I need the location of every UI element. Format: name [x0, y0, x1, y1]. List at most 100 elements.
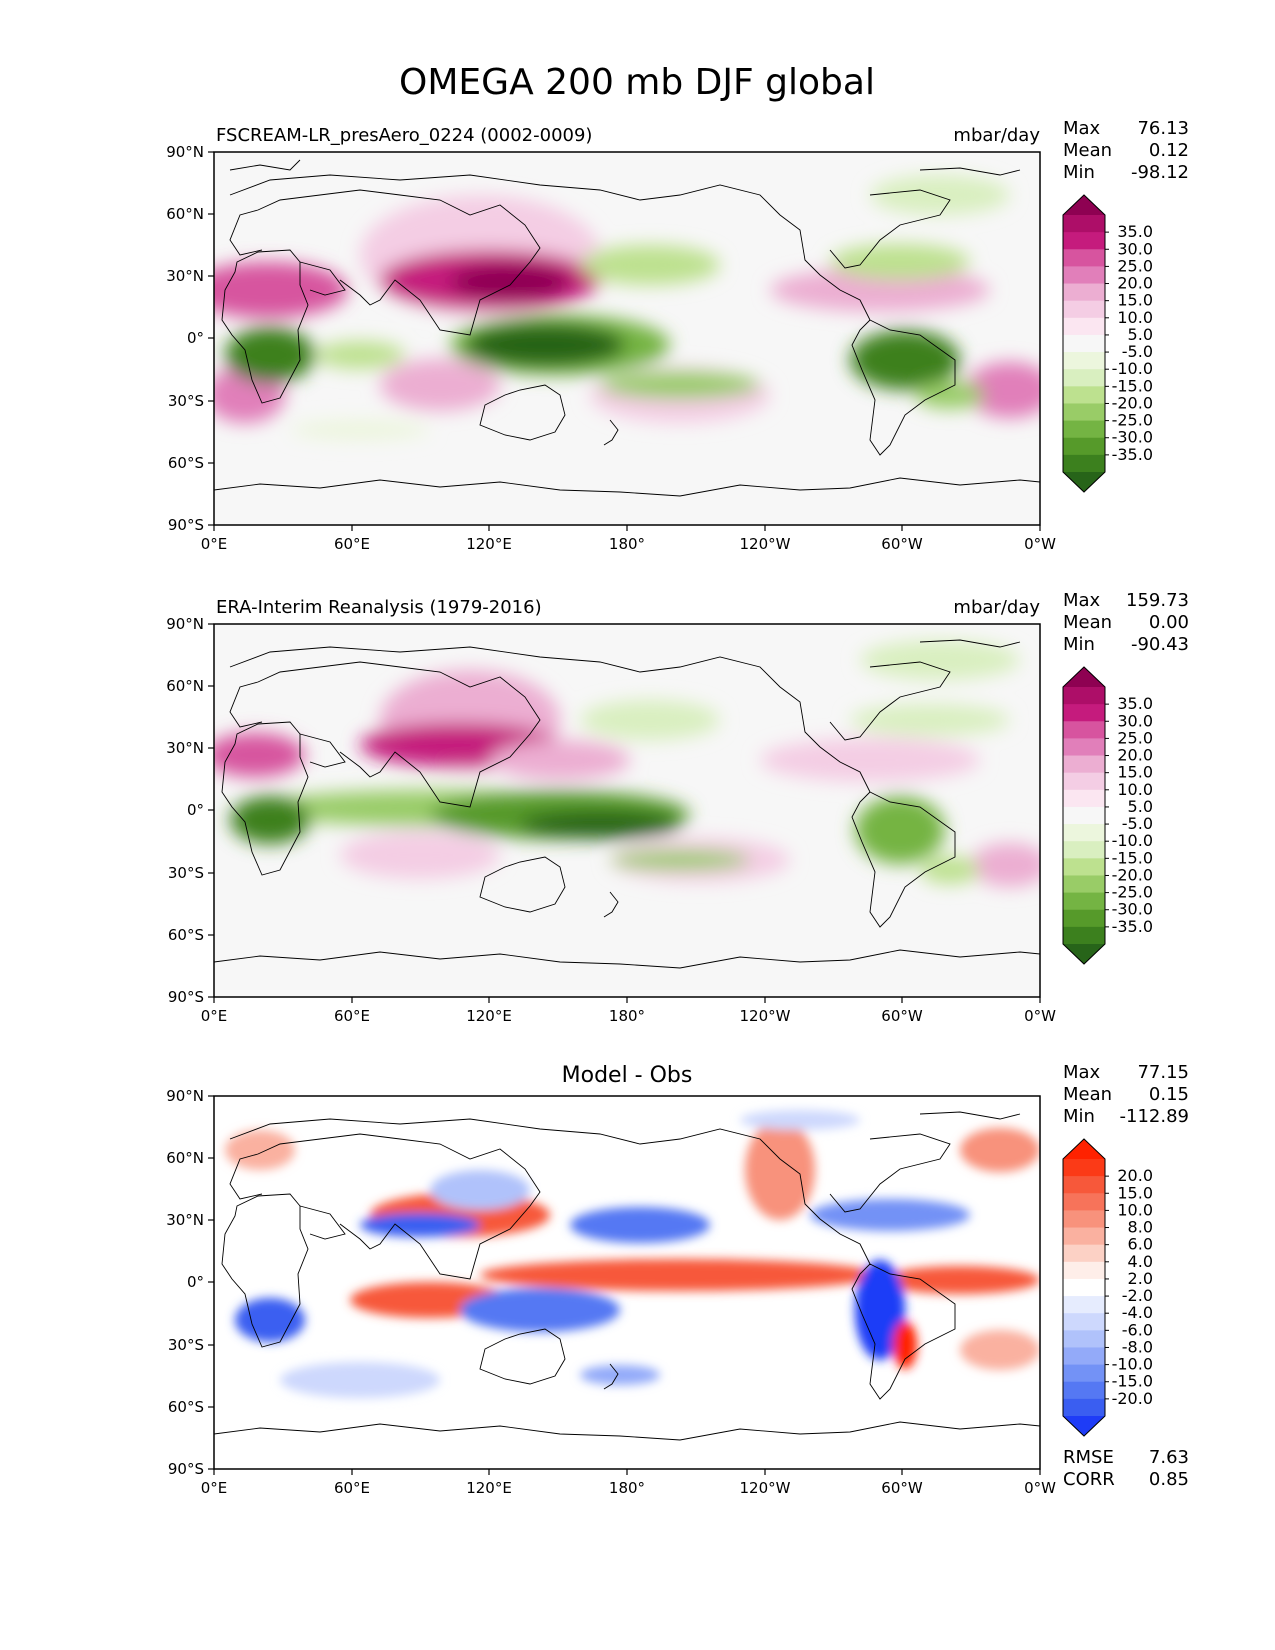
- lon-tick: 60°W: [881, 1479, 923, 1497]
- lat-tick: 60°N: [166, 205, 204, 223]
- map-frame: [208, 623, 1041, 1003]
- colorbar-outline: [1062, 1138, 1106, 1437]
- colorbar-label: -25.0: [1112, 883, 1153, 902]
- lon-tick: 0°W: [1024, 1007, 1056, 1025]
- colorbar-swatch: [1063, 300, 1105, 319]
- colorbar-swatch: [1063, 1227, 1105, 1246]
- lon-tick: 60°W: [881, 535, 923, 553]
- colorbar-swatch: [1063, 704, 1105, 722]
- stat-min-value: -90.43: [1131, 634, 1189, 655]
- colorbar-label: 20.0: [1117, 746, 1153, 765]
- stat-min-value: -112.89: [1120, 1106, 1189, 1127]
- colorbar-swatch: [1063, 824, 1105, 842]
- stat-max-value: 77.15: [1137, 1062, 1189, 1083]
- colorbar-label: 35.0: [1117, 694, 1153, 713]
- stat-max-value: 159.73: [1126, 590, 1189, 611]
- lat-tick: 0°: [187, 1273, 204, 1291]
- panel-model: FSCREAM-LR_presAero_0224 (0002-0009) mba…: [166, 118, 1189, 553]
- lon-tick: 0°W: [1024, 1479, 1056, 1497]
- colorbar-label: -10.0: [1112, 831, 1153, 850]
- colorbar-swatch: [1063, 386, 1105, 404]
- stat-corr-value: 0.85: [1149, 1469, 1189, 1490]
- colorbar-extend-max: [1063, 667, 1105, 687]
- lon-tick-labels: 0°E 60°E 120°E 180° 120°W 60°W 0°W: [201, 1007, 1056, 1025]
- lat-tick: 90°N: [166, 1087, 204, 1105]
- stat-mean-label: Mean: [1063, 1084, 1112, 1105]
- lat-tick: 60°N: [166, 677, 204, 695]
- colorbar-label: 6.0: [1128, 1235, 1153, 1254]
- lon-tick: 60°E: [334, 1479, 370, 1497]
- colorbar-label: -20.0: [1112, 393, 1153, 412]
- colorbar-swatch: [1063, 687, 1105, 705]
- lat-tick: 60°S: [168, 1398, 204, 1416]
- colorbar-swatch: [1063, 317, 1105, 336]
- stat-max-label: Max: [1063, 590, 1101, 611]
- stat-min-value: -98.12: [1131, 162, 1189, 183]
- colorbar-label: -35.0: [1112, 445, 1153, 464]
- colorbar-extend-min: [1063, 944, 1105, 964]
- lon-tick: 0°E: [201, 1007, 228, 1025]
- colorbar-label: 2.0: [1128, 1269, 1153, 1288]
- stat-mean-label: Mean: [1063, 612, 1112, 633]
- colorbar-extend-min: [1063, 1416, 1105, 1436]
- lon-tick: 180°: [609, 1007, 645, 1025]
- colorbar-label: -10.0: [1112, 359, 1153, 378]
- colorbar-swatch: [1063, 892, 1105, 911]
- lat-tick: 90°S: [168, 1460, 204, 1478]
- colorbar-swatch: [1063, 1398, 1105, 1417]
- lon-tick: 60°E: [334, 1007, 370, 1025]
- stat-min-label: Min: [1063, 162, 1095, 183]
- panel-title: ERA-Interim Reanalysis (1979-2016): [216, 597, 542, 618]
- lon-tick-labels: 0°E 60°E 120°E 180° 120°W 60°W 0°W: [201, 1479, 1056, 1497]
- colorbar-label: -25.0: [1112, 411, 1153, 430]
- lat-tick: 30°S: [168, 1336, 204, 1354]
- colorbar-swatch: [1063, 772, 1105, 791]
- colorbar-label: -15.0: [1112, 848, 1153, 867]
- panel-units: mbar/day: [953, 125, 1040, 146]
- stat-mean-value: 0.12: [1149, 140, 1189, 161]
- colorbar-label: -6.0: [1122, 1320, 1153, 1339]
- stat-mean-value: 0.00: [1149, 612, 1189, 633]
- colorbar: 35.030.025.020.015.010.05.0-5.0-10.0-15.…: [1062, 666, 1153, 965]
- lon-tick-labels: 0°E 60°E 120°E 180° 120°W 60°W 0°W: [201, 535, 1056, 553]
- panel-diff: Model - Obs Max 77.15 Mean 0.15 Min -112…: [166, 1062, 1189, 1497]
- colorbar-label: -10.0: [1112, 1355, 1153, 1374]
- colorbar-label: -4.0: [1122, 1303, 1153, 1322]
- colorbar-swatch: [1063, 721, 1105, 739]
- lon-tick: 0°E: [201, 1479, 228, 1497]
- panel-units: mbar/day: [953, 597, 1040, 618]
- colorbar-swatch: [1063, 1313, 1105, 1331]
- lon-tick: 120°E: [466, 1479, 512, 1497]
- lon-tick: 60°W: [881, 1007, 923, 1025]
- colorbar-swatch: [1063, 875, 1105, 894]
- map-field: [214, 152, 1040, 525]
- stats-block: Max 77.15 Mean 0.15 Min -112.89: [1063, 1062, 1189, 1127]
- lat-tick: 60°S: [168, 926, 204, 944]
- stat-corr-label: CORR: [1063, 1469, 1115, 1490]
- colorbar-swatch: [1063, 1347, 1105, 1366]
- lon-tick: 120°W: [740, 1479, 791, 1497]
- colorbar-swatch: [1063, 334, 1105, 353]
- colorbar-label: 15.0: [1117, 763, 1153, 782]
- colorbar-swatch: [1063, 1364, 1105, 1383]
- lat-tick: 30°N: [166, 739, 204, 757]
- colorbar-label: 25.0: [1117, 728, 1153, 747]
- colorbar-swatch: [1063, 1330, 1105, 1348]
- map-field: [214, 1096, 1040, 1469]
- lat-tick: 0°: [187, 801, 204, 819]
- stat-rmse-label: RMSE: [1063, 1447, 1114, 1468]
- stat-max-value: 76.13: [1137, 118, 1189, 139]
- colorbar-label: 15.0: [1117, 291, 1153, 310]
- lon-tick: 0°W: [1024, 535, 1056, 553]
- colorbar-swatch: [1063, 352, 1105, 370]
- colorbar-label: -15.0: [1112, 1372, 1153, 1391]
- colorbar-swatch: [1063, 841, 1105, 859]
- colorbar-label: -8.0: [1122, 1337, 1153, 1356]
- colorbar-swatch: [1063, 1244, 1105, 1263]
- colorbar-swatch: [1063, 454, 1105, 473]
- colorbar-swatch: [1063, 232, 1105, 250]
- lon-tick: 180°: [609, 1479, 645, 1497]
- colorbar-label: -20.0: [1112, 865, 1153, 884]
- colorbar-swatch: [1063, 369, 1105, 387]
- colorbar: 20.015.010.08.06.04.02.0-2.0-4.0-6.0-8.0…: [1062, 1138, 1153, 1437]
